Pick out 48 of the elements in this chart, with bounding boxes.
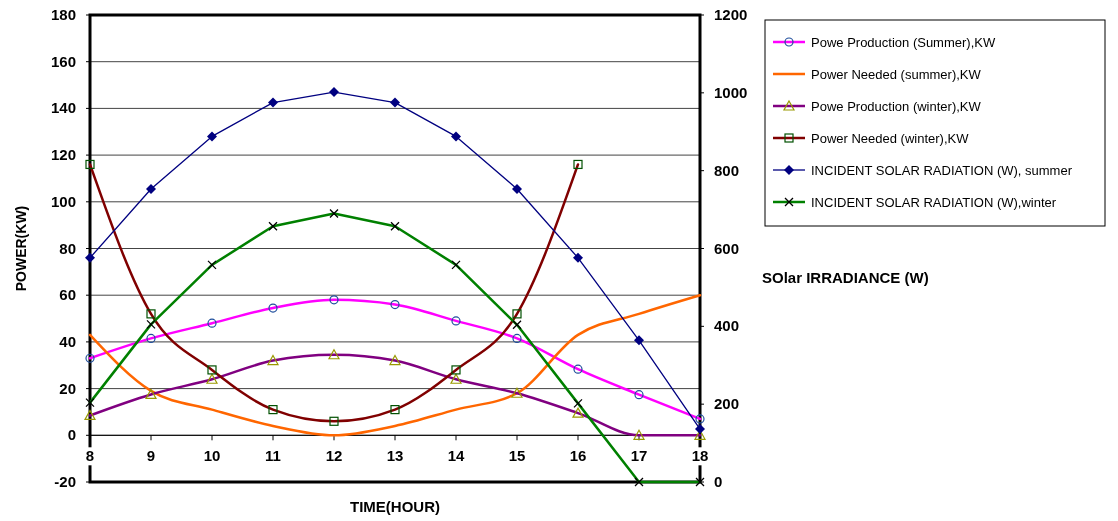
- y-tick-label: 20: [59, 379, 76, 397]
- legend-label: Powe Production (winter),KW: [811, 99, 982, 114]
- x-tick-label: 10: [203, 447, 221, 465]
- x-tick-label: 9: [146, 447, 156, 465]
- y2-axis-title: SOlar IRRADIANCE (W): [762, 269, 929, 286]
- y2-tick-label: 800: [714, 161, 740, 179]
- x-tick-label: 11: [265, 447, 281, 465]
- y-tick-label: 0: [67, 426, 76, 444]
- x-tick-label: 14: [447, 447, 465, 465]
- point: [390, 97, 400, 108]
- legend-label: Power Needed (summer),KW: [811, 67, 982, 82]
- x-tick-label: 16: [569, 447, 587, 465]
- point: [634, 335, 644, 346]
- x-tick-label: 13: [386, 447, 404, 465]
- y2-tick-label: 400: [714, 317, 740, 335]
- legend-label: INCIDENT SOLAR RADIATION (W), summer: [811, 163, 1073, 178]
- y2-tick-label: 1200: [714, 6, 748, 23]
- y2-tick-label: 0: [714, 473, 723, 490]
- legend-label: INCIDENT SOLAR RADIATION (W),winter: [811, 195, 1057, 210]
- x-tick-label: 17: [630, 447, 648, 465]
- point: [512, 183, 522, 194]
- point: [329, 87, 339, 98]
- x-axis-title: TIME(HOUR): [350, 498, 440, 515]
- point: [268, 97, 278, 108]
- x-tick-label: 12: [325, 447, 343, 465]
- y-tick-label: 80: [59, 239, 76, 257]
- legend-label: Power Needed (winter),KW: [811, 131, 970, 146]
- x-tick-label: 8: [85, 447, 95, 465]
- legend-label: Powe Production (Summer),KW: [811, 35, 996, 50]
- y-axis-title: POWER(KW): [13, 205, 29, 292]
- point: [207, 131, 217, 142]
- y-tick-label: 180: [50, 6, 76, 23]
- point: [146, 183, 156, 194]
- x-tick-label: 18: [691, 447, 709, 465]
- y-tick-label: 60: [59, 286, 76, 304]
- point: [85, 252, 95, 263]
- y-tick-label: -20: [54, 473, 76, 490]
- y2-tick-label: 600: [714, 239, 740, 257]
- y-tick-label: 140: [50, 99, 76, 117]
- y2-tick-label: 200: [714, 395, 740, 413]
- y2-tick-label: 1000: [714, 83, 748, 101]
- y-tick-label: 40: [59, 332, 76, 350]
- y-tick-label: 120: [50, 146, 76, 164]
- y-tick-label: 100: [50, 192, 76, 210]
- point: [573, 252, 583, 263]
- x-tick-label: 15: [508, 447, 526, 465]
- point: [451, 131, 461, 142]
- y-tick-label: 160: [50, 52, 76, 70]
